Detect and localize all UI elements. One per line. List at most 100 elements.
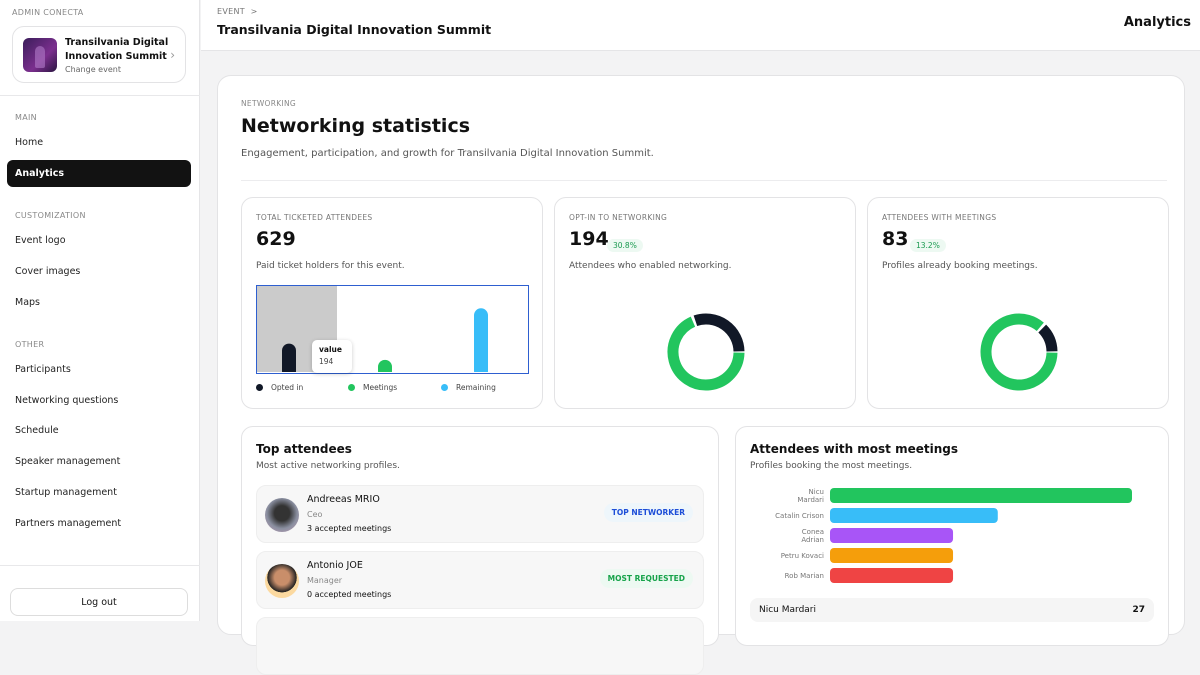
sidebar-item-event-logo[interactable]: Event logo (15, 235, 66, 246)
meetings-donut-chart (980, 313, 1058, 391)
most-meetings-card: Attendees with most meetings Profiles bo… (735, 426, 1169, 646)
most-requested-badge: MOST REQUESTED (599, 569, 693, 588)
bar-rob-marian[interactable] (830, 568, 954, 583)
top-networker-badge: TOP NETWORKER (603, 503, 693, 522)
legend-dot-icon (348, 384, 355, 391)
brand-label: ADMIN CONECTA (12, 8, 84, 17)
bar-remaining[interactable] (474, 308, 488, 378)
sidebar-item-startup-management[interactable]: Startup management (15, 487, 117, 498)
meetings-bar-chart: Nicu Mardari Catalin Crison Conea Adrian Petr… (775, 488, 1132, 583)
divider (0, 565, 200, 566)
sidebar-item-analytics[interactable]: Analytics (7, 160, 191, 187)
attendee-bar-chart[interactable]: value 194 (256, 285, 529, 378)
sidebar-item-home[interactable]: Home (15, 137, 44, 148)
stat-label: OPT-IN TO NETWORKING (569, 213, 668, 222)
event-switcher[interactable]: Transilvania Digital Innovation Summit C… (12, 26, 186, 83)
card-title: Top attendees (256, 442, 352, 456)
change-event-label: Change event (65, 64, 121, 74)
sidebar-item-networking-questions[interactable]: Networking questions (15, 395, 119, 406)
stat-percent-badge: 30.8% (607, 239, 643, 252)
networking-panel: NETWORKING Networking statistics Engagem… (217, 75, 1185, 675)
logout-button[interactable]: Log out (10, 588, 188, 616)
legend-meetings: Meetings (348, 383, 397, 392)
bar-label: Petru Kovaci (781, 552, 824, 560)
card-subtitle: Profiles booking the most meetings. (750, 461, 913, 471)
bar-label: Nicu Mardari (797, 488, 824, 504)
donut-slice-primary[interactable] (693, 313, 745, 352)
attendee-name: Andreeas MRIO (307, 494, 380, 505)
tooltip-value: 194 (319, 357, 334, 366)
header: EVENT > Transilvania Digital Innovation … (201, 0, 1200, 51)
legend-dot-icon (256, 384, 263, 391)
stat-desc: Paid ticket holders for this event. (256, 261, 405, 271)
optin-donut-chart (667, 313, 745, 391)
section-kicker: NETWORKING (241, 99, 297, 108)
stat-card-meetings: ATTENDEES WITH MEETINGS 83 13.2% Profile… (867, 197, 1169, 409)
donut-slice-rest[interactable] (980, 313, 1058, 391)
legend-remaining: Remaining (441, 383, 496, 392)
sidebar-item-cover-images[interactable]: Cover images (15, 266, 81, 277)
stat-value: 194 (569, 228, 609, 250)
donut-slice-primary[interactable] (1038, 324, 1058, 352)
breadcrumb-event[interactable]: EVENT (217, 7, 245, 16)
tooltip-label: value (319, 345, 342, 354)
event-thumbnail (23, 37, 57, 72)
stat-value: 83 (882, 228, 909, 250)
attendee-row[interactable]: Andreeas MRIO Ceo 3 accepted meetings TO… (256, 485, 704, 543)
legend-opted-in: Opted in (256, 383, 303, 392)
bar-conea-adrian[interactable] (830, 528, 954, 543)
bar-petru-kovaci[interactable] (830, 548, 954, 563)
stat-desc: Profiles already booking meetings. (882, 261, 1038, 271)
row-name: Nicu Mardari (759, 605, 816, 615)
section-title: Networking statistics (241, 115, 471, 137)
attendee-meetings: 0 accepted meetings (307, 590, 392, 599)
sidebar-item-maps[interactable]: Maps (15, 297, 40, 308)
event-title-2: Innovation Summit (65, 50, 167, 62)
avatar (265, 564, 299, 598)
card-subtitle: Most active networking profiles. (256, 461, 400, 471)
breadcrumb-separator-icon: > (250, 7, 258, 16)
bar-label: Rob Marian (785, 572, 824, 580)
breadcrumb[interactable]: EVENT > (217, 7, 258, 16)
chevron-right-icon: › (170, 47, 175, 62)
donut-slice-rest[interactable] (667, 316, 745, 391)
bar-catalin-crison[interactable] (830, 508, 998, 523)
attendee-row[interactable]: Antonio JOE Manager 0 accepted meetings … (256, 551, 704, 609)
card-title: Attendees with most meetings (750, 442, 958, 456)
page-title: Analytics (1123, 15, 1191, 30)
meetings-list-row[interactable]: Nicu Mardari 27 (750, 598, 1154, 622)
stat-card-total: TOTAL TICKETED ATTENDEES 629 Paid ticket… (241, 197, 543, 409)
bar-meetings[interactable] (378, 359, 392, 378)
divider (241, 180, 1167, 181)
attendee-role: Ceo (307, 510, 323, 519)
legend-label: Opted in (271, 383, 304, 392)
bar-opted-in[interactable] (282, 343, 296, 378)
bar-nicu-mardari[interactable] (830, 488, 1132, 503)
event-title: Transilvania Digital Innovation Summit (217, 22, 492, 37)
stat-card-optin: OPT-IN TO NETWORKING 194 30.8% Attendees… (554, 197, 856, 409)
top-attendees-card: Top attendees Most active networking pro… (241, 426, 719, 675)
stat-label: ATTENDEES WITH MEETINGS (882, 213, 997, 222)
bar-label: Conea Adrian (801, 528, 824, 544)
legend-label: Remaining (456, 383, 496, 392)
attendee-row[interactable] (256, 617, 704, 675)
stat-percent-badge: 13.2% (910, 239, 946, 252)
sidebar-item-partners-management[interactable]: Partners management (15, 518, 122, 529)
attendee-meetings: 3 accepted meetings (307, 524, 392, 533)
avatar (265, 498, 299, 532)
legend-label: Meetings (363, 383, 398, 392)
section-subtitle: Engagement, participation, and growth fo… (241, 148, 654, 159)
stat-desc: Attendees who enabled networking. (569, 261, 732, 271)
attendee-role: Manager (307, 576, 343, 585)
row-value: 27 (1132, 605, 1145, 615)
sidebar-item-schedule[interactable]: Schedule (15, 425, 59, 436)
divider (0, 95, 200, 96)
attendee-name: Antonio JOE (307, 560, 363, 571)
bar-label: Catalin Crison (775, 512, 824, 520)
sidebar-item-speaker-management[interactable]: Speaker management (15, 456, 121, 467)
sidebar-item-participants[interactable]: Participants (15, 364, 71, 375)
sidebar: ADMIN CONECTA Transilvania Digital Innov… (0, 0, 200, 621)
section-main: MAIN (15, 113, 37, 122)
stat-label: TOTAL TICKETED ATTENDEES (256, 213, 373, 222)
stat-value: 629 (256, 228, 296, 250)
